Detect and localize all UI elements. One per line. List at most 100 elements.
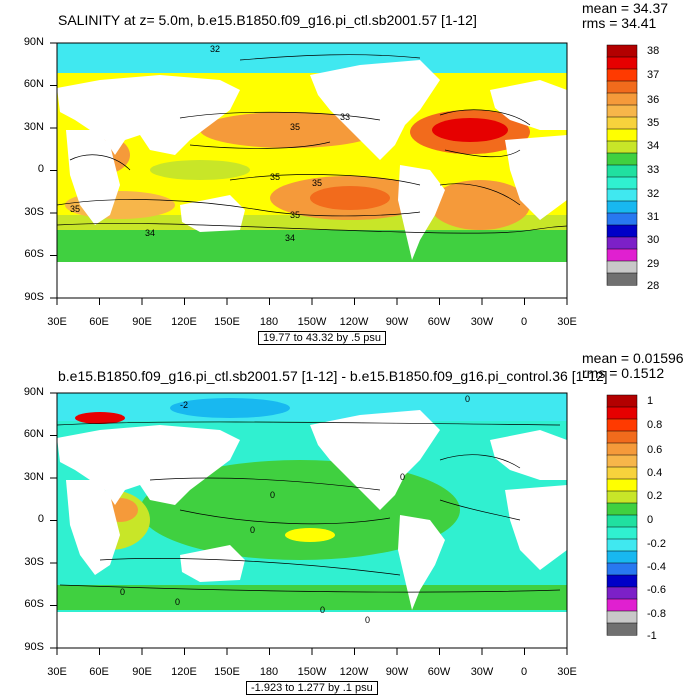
- lon-label: 30E: [47, 666, 67, 678]
- antarctica: [57, 262, 567, 298]
- lat-label: 60N: [23, 428, 44, 440]
- lat-label: 90N: [23, 386, 44, 398]
- contour-label: 35: [312, 178, 322, 188]
- colorbar-swatch: [606, 562, 638, 576]
- colorbar-swatch: [606, 622, 638, 636]
- colorbar-swatch: [606, 610, 638, 624]
- southern-ocean: [57, 230, 567, 262]
- lon-label: 150W: [297, 316, 327, 328]
- colorbar-swatch: [606, 92, 638, 106]
- lon-label: 120W: [339, 666, 369, 678]
- colorbar: [606, 394, 638, 636]
- salinity-map: 32 33 35 35 35 35 35 34 34: [50, 42, 638, 305]
- contour-label: 35: [290, 210, 300, 220]
- colorbar-swatch: [606, 128, 638, 142]
- south-pacific-core: [310, 186, 390, 210]
- rms-stat: rms = 0.1512: [582, 365, 665, 381]
- colorbar-swatch: [606, 236, 638, 250]
- contour-label: 0: [120, 587, 125, 597]
- africa-landmass: [66, 480, 120, 575]
- lat-label: 60S: [24, 248, 44, 260]
- colorbar-swatch: [606, 586, 638, 600]
- australia-landmass: [180, 195, 245, 232]
- lat-label: 90S: [24, 641, 44, 653]
- colorbar-swatch: [606, 478, 638, 492]
- colorbar-swatch: [606, 116, 638, 130]
- south-america-landmass: [398, 165, 445, 260]
- contour-label: -2: [180, 400, 188, 410]
- lon-label: 30W: [470, 316, 494, 328]
- lat-label: 60S: [24, 598, 44, 610]
- contour-range-box: 19.77 to 43.32 by .5 psu: [258, 331, 387, 345]
- north-atlantic-core: [432, 118, 508, 142]
- colorbar-swatch: [606, 598, 638, 612]
- colorbar-label: 37: [647, 69, 660, 81]
- africa-west-landmass: [505, 485, 567, 570]
- pacific-core: [285, 528, 335, 542]
- colorbar-swatch: [606, 538, 638, 552]
- colorbar-swatch: [606, 200, 638, 214]
- colorbar-label: 0.2: [647, 490, 663, 502]
- lat-label: 30S: [24, 206, 44, 218]
- colorbar-swatch: [606, 80, 638, 94]
- colorbar-swatch: [606, 260, 638, 274]
- colorbar-swatch: [606, 466, 638, 480]
- colorbar-swatch: [606, 526, 638, 540]
- africa-landmass: [66, 130, 120, 225]
- lat-label: 30N: [23, 471, 44, 483]
- colorbar-swatch: [606, 140, 638, 154]
- contour-label: 0: [270, 490, 275, 500]
- lon-label: 30E: [557, 666, 577, 678]
- contour-label: 0: [365, 615, 370, 625]
- colorbar-label: 0: [647, 514, 654, 526]
- lat-label: 0: [37, 513, 44, 525]
- colorbar-label: 38: [647, 45, 660, 57]
- contour-label: 0: [400, 472, 405, 482]
- lat-label: 90N: [23, 36, 44, 48]
- lon-label: 0: [520, 666, 528, 678]
- colorbar-swatch: [606, 176, 638, 190]
- colorbar-swatch: [606, 188, 638, 202]
- lon-label: 150E: [214, 666, 240, 678]
- colorbar-swatch: [606, 104, 638, 118]
- lat-label: 90S: [24, 291, 44, 303]
- lon-label: 30E: [557, 316, 577, 328]
- lon-label: 150W: [297, 666, 327, 678]
- contour-lines: [57, 421, 561, 593]
- colorbar-swatch: [606, 152, 638, 166]
- colorbar-label: -0.8: [647, 608, 666, 620]
- colorbar-label: 1: [647, 395, 654, 407]
- warm-pool-fresh: [150, 160, 250, 180]
- colorbar-swatch: [606, 430, 638, 444]
- north-america-landmass: [310, 410, 440, 510]
- lon-label: 60E: [89, 316, 109, 328]
- contour-label: 34: [145, 228, 155, 238]
- lon-label: 150E: [214, 316, 240, 328]
- bottom-map-panel: b.e15.B1850.f09_g16.pi_ctl.sb2001.57 [1-…: [0, 350, 700, 700]
- colorbar-swatch: [606, 406, 638, 420]
- lon-label: 180: [259, 666, 279, 678]
- colorbar-swatch: [606, 212, 638, 226]
- panel-title: SALINITY at z= 5.0m, b.e15.B1850.f09_g16…: [58, 12, 477, 28]
- lon-label: 120E: [171, 316, 197, 328]
- colorbar-label: -0.2: [647, 538, 666, 550]
- colorbar-label: 28: [647, 280, 660, 292]
- contour-label: 0: [320, 605, 325, 615]
- colorbar-swatch: [606, 550, 638, 564]
- south-america-landmass: [398, 515, 445, 610]
- lon-label: 180: [259, 316, 279, 328]
- lon-label: 90E: [132, 316, 152, 328]
- eurasia-landmass: [57, 425, 240, 505]
- lat-label: 0: [37, 163, 44, 175]
- colorbar-label: -1: [647, 630, 657, 642]
- lon-label: 60W: [427, 316, 451, 328]
- lon-label: 120W: [339, 316, 369, 328]
- arctic-ocean: [57, 393, 567, 421]
- colorbar-label: -0.4: [647, 561, 666, 573]
- colorbar-label: 0.6: [647, 444, 663, 456]
- europe-africa-east: [490, 430, 567, 480]
- colorbar-swatch: [606, 164, 638, 178]
- lon-label: 60E: [89, 666, 109, 678]
- contour-range-box: -1.923 to 1.277 by .1 psu: [246, 681, 378, 695]
- lon-label: 30E: [47, 316, 67, 328]
